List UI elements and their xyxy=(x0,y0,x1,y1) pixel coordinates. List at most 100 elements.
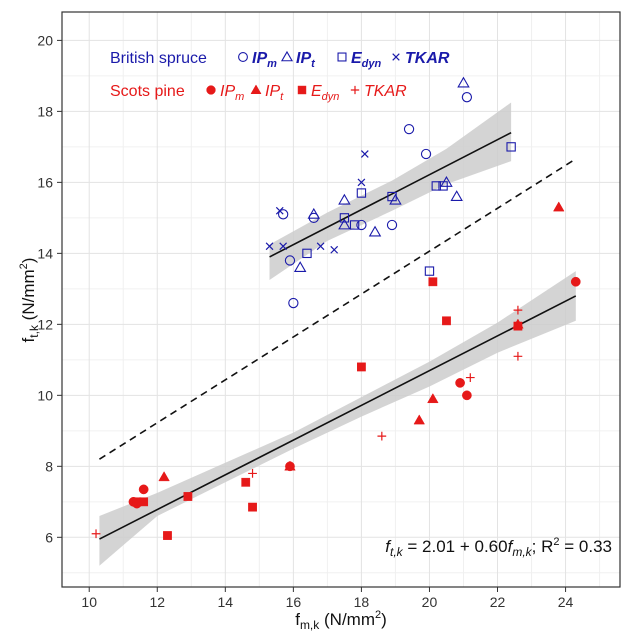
regression-equation: ft,k = 2.01 + 0.60fm,k; R2 = 0.33 xyxy=(385,536,612,559)
data-point-open-circle xyxy=(278,209,289,220)
legend-filled-square-icon xyxy=(297,85,307,95)
data-point-cross xyxy=(360,150,369,158)
legend-entry-label: IPt xyxy=(265,83,284,103)
legend-entry-label: IPm xyxy=(220,83,244,103)
data-point-open-circle xyxy=(461,92,473,103)
spruce-fit-line xyxy=(269,131,512,258)
legend-filled-circle-icon xyxy=(206,85,216,95)
data-point-plus xyxy=(465,373,475,382)
y-tick-label: 10 xyxy=(37,387,53,403)
data-point-open-triangle xyxy=(338,218,351,230)
grid-major xyxy=(62,12,620,587)
x-tick-label: 20 xyxy=(422,594,438,610)
data-point-cross xyxy=(265,242,274,251)
x-tick-label: 10 xyxy=(81,594,97,610)
data-point-open-square xyxy=(356,188,367,198)
series-cross xyxy=(265,150,369,254)
legend-entry-label: IPt xyxy=(296,50,316,70)
data-point-open-circle xyxy=(284,255,296,266)
data-point-filled-square xyxy=(183,492,193,501)
x-tick-label: 24 xyxy=(558,594,574,610)
legend-filled-triangle-icon xyxy=(250,84,262,94)
legend-entry-label: TKAR xyxy=(364,83,407,100)
data-point-open-square xyxy=(339,213,350,223)
data-point-filled-square xyxy=(428,277,438,287)
data-point-open-square xyxy=(387,191,397,202)
data-point-filled-square xyxy=(241,477,251,487)
x-tick-label: 22 xyxy=(490,594,506,610)
y-axis-title: ft,k (N/mm2) xyxy=(18,258,41,343)
plot-frame xyxy=(61,11,621,588)
data-point-filled-square xyxy=(513,321,523,331)
series-plus xyxy=(91,305,523,539)
y-tick-label: 16 xyxy=(37,174,53,190)
y-tick-label: 14 xyxy=(37,245,53,261)
data-point-cross xyxy=(275,206,284,215)
x-axis-title: fm,k (N/mm2) xyxy=(295,609,387,632)
data-point-cross xyxy=(357,178,366,187)
legend-plus-icon xyxy=(350,85,360,95)
data-point-plus xyxy=(132,497,142,507)
x-tick-label: 14 xyxy=(218,594,234,610)
data-point-open-triangle xyxy=(338,193,351,205)
data-point-open-square xyxy=(438,181,448,191)
data-point-open-square xyxy=(431,181,441,191)
legend-entry-label: Edyn xyxy=(311,83,339,103)
data-point-filled-circle xyxy=(570,276,581,287)
data-point-filled-square xyxy=(248,502,257,512)
series-open-circle xyxy=(278,92,473,309)
data-point-cross xyxy=(330,245,339,254)
fit-lines xyxy=(99,131,577,540)
x-axis: 10 12 14 16 18 20 22 24 xyxy=(81,587,574,610)
y-tick-label: 12 xyxy=(37,316,53,332)
identity-line xyxy=(99,160,573,460)
series-open-square xyxy=(302,142,516,276)
y-axis: 6 8 10 12 14 16 18 20 xyxy=(37,32,62,545)
data-point-open-triangle xyxy=(450,190,463,202)
data-point-open-triangle xyxy=(307,207,321,219)
data-point-plus xyxy=(248,469,257,478)
data-point-open-triangle xyxy=(293,261,307,273)
data-point-plus xyxy=(513,351,523,361)
data-point-open-triangle xyxy=(368,225,382,237)
data-point-open-triangle xyxy=(457,76,470,88)
data-point-open-circle xyxy=(288,297,299,309)
data-point-open-circle xyxy=(356,219,367,231)
data-point-filled-square xyxy=(357,362,366,372)
data-point-open-circle xyxy=(386,219,398,231)
y-tick-label: 8 xyxy=(45,458,53,474)
legend-entry-label: Edyn xyxy=(351,50,382,70)
legend-group-label: British spruce xyxy=(110,50,207,67)
data-point-filled-circle xyxy=(455,378,465,388)
data-point-filled-triangle xyxy=(553,201,565,212)
spruce-confidence-band xyxy=(269,102,512,280)
x-tick-label: 12 xyxy=(149,594,165,610)
data-point-open-square xyxy=(424,266,435,276)
data-point-filled-triangle xyxy=(427,393,439,404)
data-point-filled-square xyxy=(442,316,451,326)
data-point-filled-circle xyxy=(462,390,472,401)
data-point-open-square xyxy=(349,220,360,230)
legend-entry-label: TKAR xyxy=(405,50,450,67)
legend-entry-label: IPm xyxy=(252,50,277,70)
x-tick-label: 16 xyxy=(286,594,302,610)
data-point-open-square xyxy=(506,142,516,152)
data-point-open-circle xyxy=(420,148,432,160)
series-open-triangle xyxy=(293,76,470,273)
legend-cross-icon xyxy=(392,53,400,61)
data-points xyxy=(91,76,581,540)
legend: British spruce IPm IPt Edyn TKAR Scots pine IP… xyxy=(110,50,450,103)
data-point-plus xyxy=(513,305,523,315)
data-point-filled-triangle xyxy=(158,471,170,482)
data-point-open-square xyxy=(302,248,312,259)
pine-fit-line xyxy=(99,295,577,540)
legend-open-square-icon xyxy=(337,52,347,62)
data-point-cross xyxy=(316,242,325,251)
legend-open-circle-icon xyxy=(238,52,248,62)
data-point-plus xyxy=(91,529,101,539)
data-point-cross xyxy=(279,242,288,251)
data-point-filled-square xyxy=(163,531,172,540)
data-point-filled-triangle xyxy=(413,414,425,425)
x-tick-label: 18 xyxy=(354,594,370,610)
